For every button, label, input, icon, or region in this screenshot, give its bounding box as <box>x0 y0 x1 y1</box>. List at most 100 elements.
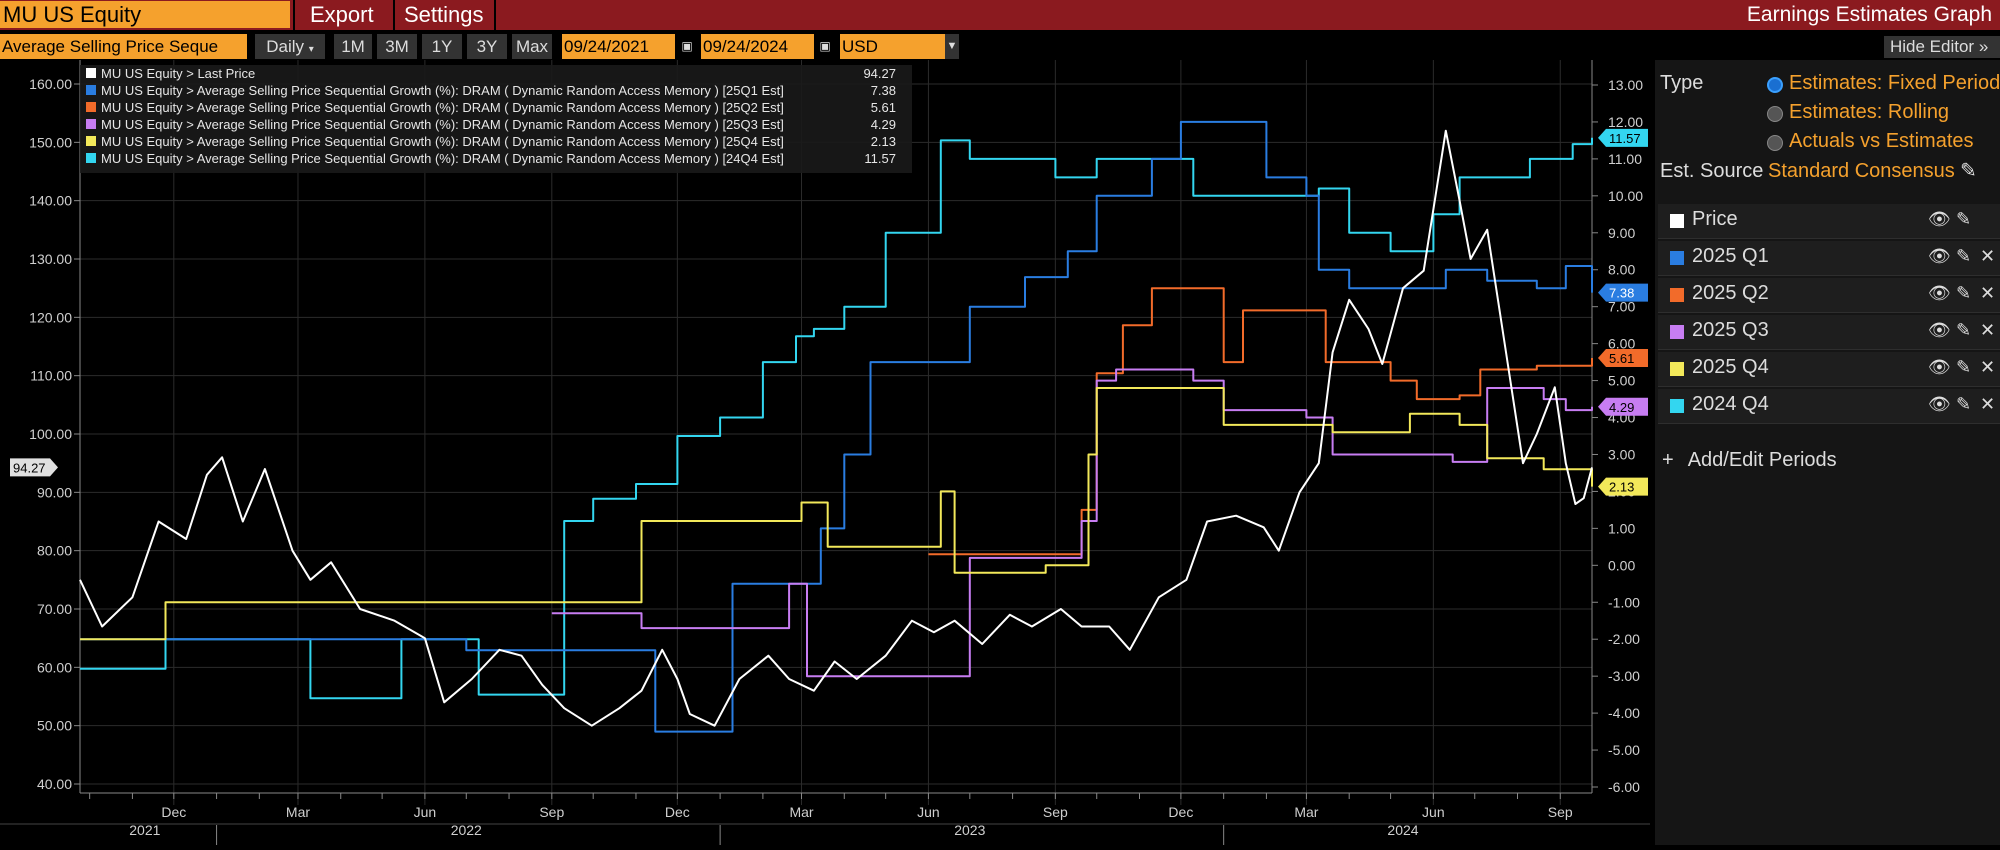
legend-value: 2.13 <box>871 134 896 149</box>
currency-select[interactable]: USD <box>840 34 945 59</box>
toolbar: Average Selling Price Seque Daily ▾ 1M 3… <box>0 34 2000 60</box>
right-axis-tick-label: 11.00 <box>1608 151 1642 167</box>
legend-value: 94.27 <box>863 66 896 81</box>
source-select[interactable]: Standard Consensus <box>1768 160 1955 182</box>
period-row[interactable]: 2025 Q2 👁 ✎ ✕ <box>1658 278 2000 313</box>
right-axis-tick-label: 13.00 <box>1608 77 1643 93</box>
eye-icon[interactable]: 👁 <box>1928 246 1951 266</box>
plus-icon: + <box>1662 449 1674 471</box>
month-tick-label: Jun <box>414 804 437 820</box>
settings-button[interactable]: Settings <box>404 2 484 27</box>
right-axis-tick-label: 0.00 <box>1608 557 1635 573</box>
color-swatch[interactable] <box>1670 362 1684 376</box>
range-max-button[interactable]: Max <box>512 34 552 59</box>
editor-panel <box>1655 60 2000 845</box>
left-axis-tick-label: 60.00 <box>37 659 72 675</box>
right-axis-tick-label: -2.00 <box>1608 631 1640 647</box>
eye-icon[interactable]: 👁 <box>1928 357 1951 377</box>
pencil-icon[interactable]: ✎ <box>1960 160 1977 182</box>
series-line-25q2-est <box>928 287 1593 556</box>
radio-rolling[interactable] <box>1767 106 1783 122</box>
period-row[interactable]: 2025 Q3 👁 ✎ ✕ <box>1658 315 2000 350</box>
color-swatch[interactable] <box>1670 325 1684 339</box>
radio-actuals-vs-estimates[interactable] <box>1767 135 1783 151</box>
caret-down-icon[interactable]: ▼ <box>945 34 959 59</box>
series-line-25q4-est <box>80 387 1593 641</box>
left-axis-tick-label: 120.00 <box>29 309 72 325</box>
color-swatch[interactable] <box>1670 288 1684 302</box>
color-swatch[interactable] <box>1670 399 1684 413</box>
series-line-25q1-est <box>80 120 1593 733</box>
page-title: Earnings Estimates Graph <box>1746 3 1992 26</box>
pencil-icon[interactable]: ✎ <box>1956 357 1972 377</box>
month-tick-label: Jun <box>917 804 940 820</box>
eye-icon[interactable]: 👁 <box>1928 394 1951 414</box>
end-date-field[interactable]: 09/24/2024 <box>701 34 814 59</box>
type-option-actuals[interactable]: Actuals vs Estimates <box>1789 130 1974 152</box>
close-icon[interactable]: ✕ <box>1980 357 1996 377</box>
range-1y-button[interactable]: 1Y <box>422 34 462 59</box>
type-option-fixed[interactable]: Estimates: Fixed Period <box>1789 72 2000 94</box>
eye-icon[interactable]: 👁 <box>1928 209 1951 229</box>
radio-fixed-period[interactable] <box>1767 77 1783 93</box>
period-row[interactable]: 2025 Q1 👁 ✎ ✕ <box>1658 241 2000 276</box>
frequency-select[interactable]: Daily ▾ <box>255 34 325 59</box>
period-label: 2025 Q3 <box>1692 319 1769 341</box>
legend-value: 7.38 <box>871 83 896 98</box>
period-label: 2025 Q2 <box>1692 282 1769 304</box>
last-price-tag <box>10 458 58 477</box>
divider <box>393 0 395 30</box>
right-axis-tick-label: -3.00 <box>1608 668 1640 684</box>
calendar-icon[interactable]: ▣ <box>681 39 693 53</box>
legend-box <box>80 65 912 173</box>
range-1m-button[interactable]: 1M <box>334 34 372 59</box>
pencil-icon[interactable]: ✎ <box>1956 283 1972 303</box>
hide-editor-button[interactable]: Hide Editor » <box>1884 36 2000 58</box>
eye-icon[interactable]: 👁 <box>1928 320 1951 340</box>
legend-swatch <box>86 119 96 129</box>
close-icon[interactable]: ✕ <box>1980 320 1996 340</box>
close-icon[interactable]: ✕ <box>1980 246 1996 266</box>
right-value-tag <box>1598 283 1648 302</box>
close-icon[interactable]: ✕ <box>1980 394 1996 414</box>
close-icon[interactable]: ✕ <box>1980 283 1996 303</box>
color-swatch[interactable] <box>1670 214 1684 228</box>
pencil-icon[interactable]: ✎ <box>1956 320 1972 340</box>
start-date-field[interactable]: 09/24/2021 <box>562 34 675 59</box>
right-axis-tick-label: 1.00 <box>1608 520 1635 536</box>
right-axis-tick-label: 5.00 <box>1608 373 1635 389</box>
add-edit-periods-button[interactable]: + Add/Edit Periods <box>1658 449 1837 472</box>
period-row[interactable]: 2024 Q4 👁 ✎ ✕ <box>1658 389 2000 424</box>
left-axis-tick-label: 80.00 <box>37 543 72 559</box>
legend-swatch <box>86 136 96 146</box>
double-chevron-right-icon: » <box>1978 37 1989 56</box>
month-tick-label: Sep <box>539 804 564 820</box>
last-price-tag-value: 94.27 <box>13 460 46 475</box>
type-option-rolling[interactable]: Estimates: Rolling <box>1789 101 1950 123</box>
left-axis-tick-label: 140.00 <box>29 193 72 209</box>
period-row[interactable]: Price 👁 ✎ <box>1658 204 2000 239</box>
left-axis-tick-label: 100.00 <box>29 426 72 442</box>
period-row[interactable]: 2025 Q4 👁 ✎ ✕ <box>1658 352 2000 387</box>
right-value-tag <box>1598 128 1648 147</box>
right-axis-tick-label: 8.00 <box>1608 262 1635 278</box>
range-3m-button[interactable]: 3M <box>377 34 417 59</box>
year-label: 2023 <box>954 822 985 838</box>
caret-down-icon: ▾ <box>308 44 314 55</box>
month-tick-label: Dec <box>665 804 690 820</box>
metric-select[interactable]: Average Selling Price Seque <box>0 34 247 59</box>
pencil-icon[interactable]: ✎ <box>1956 394 1972 414</box>
divider <box>293 0 295 30</box>
right-value-tag <box>1598 349 1648 368</box>
range-3y-button[interactable]: 3Y <box>467 34 507 59</box>
pencil-icon[interactable]: ✎ <box>1956 246 1972 266</box>
eye-icon[interactable]: 👁 <box>1928 283 1951 303</box>
month-tick-label: Dec <box>1168 804 1193 820</box>
export-button[interactable]: Export <box>310 2 374 27</box>
pencil-icon[interactable]: ✎ <box>1956 209 1972 229</box>
color-swatch[interactable] <box>1670 251 1684 265</box>
series-line-24q4-est <box>80 137 1593 700</box>
ticker-field[interactable]: MU US Equity <box>0 1 290 28</box>
legend-value: 4.29 <box>871 117 896 132</box>
calendar-icon[interactable]: ▣ <box>819 39 831 53</box>
